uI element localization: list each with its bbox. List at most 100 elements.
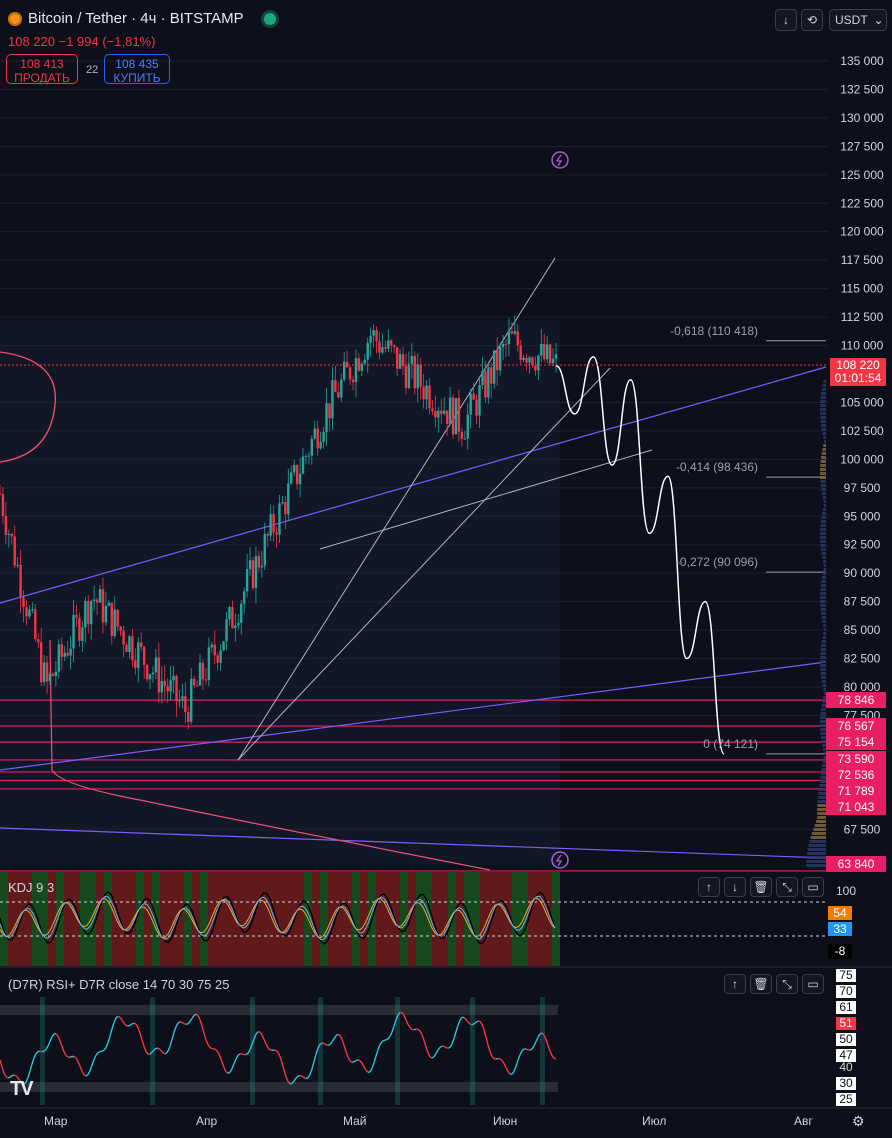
flash-icon-bottom[interactable]	[551, 851, 569, 869]
candle-body	[410, 356, 414, 364]
candle-body	[463, 438, 467, 440]
kdj-background-band	[128, 872, 136, 966]
price-tick-label: 125 000	[840, 168, 884, 182]
price-tick-label: 105 000	[840, 395, 884, 409]
buy-label: КУПИТЬ	[113, 71, 161, 85]
rsi-line-segment	[43, 1048, 47, 1052]
candle-body	[178, 700, 181, 702]
rsi-line-segment	[197, 1015, 201, 1021]
kdj-background-band	[8, 872, 16, 966]
rsi-line-segment	[387, 1035, 391, 1040]
candle-body	[304, 455, 308, 457]
rsi-line-segment	[393, 1019, 397, 1027]
rsi-line-segment	[87, 1070, 91, 1075]
candle-body	[125, 644, 128, 652]
download-button[interactable]: ↓	[775, 9, 797, 31]
rsi-line-segment	[417, 1028, 421, 1032]
rsi-maximize-button[interactable]: ▭	[802, 974, 824, 994]
rsi-line-segment	[547, 1045, 551, 1052]
tradingview-logo[interactable]: TV	[10, 1078, 34, 1100]
candle-body	[454, 398, 458, 435]
symbol-header[interactable]: Bitcoin / Tether · 4ч · BITSTAMP	[8, 10, 276, 27]
settings-gear-icon[interactable]: ⚙	[852, 1113, 865, 1129]
rsi-line-segment	[111, 1022, 115, 1030]
volume-profile-bar	[820, 472, 826, 475]
kdj-background-band	[472, 872, 480, 966]
kdj-title[interactable]: KDJ 9 3	[8, 880, 55, 895]
rsi-line-segment	[131, 1022, 135, 1025]
rsi-line-segment	[325, 1044, 329, 1046]
ellipse-drawing	[0, 351, 56, 463]
rsi-delete-button[interactable]: 🗑	[750, 974, 772, 994]
currency-select[interactable]: USDT ⌄	[829, 9, 887, 31]
volume-profile-bar	[823, 436, 826, 439]
flash-icon[interactable]	[551, 151, 569, 169]
rsi-line-segment	[107, 1035, 111, 1043]
rsi-move-up-button[interactable]: ↑	[724, 974, 746, 994]
volume-profile-bar	[820, 532, 826, 535]
rsi-line-segment	[151, 1049, 155, 1053]
current-price-value: 108 220	[836, 358, 880, 372]
kdj-badge-k: 33	[828, 922, 852, 936]
rsi-line-segment	[17, 1077, 21, 1082]
forecast-path[interactable]	[555, 356, 725, 755]
volume-profile-bar	[820, 656, 826, 659]
rsi-line-segment	[463, 1016, 467, 1020]
price-tick-label: 100 000	[840, 452, 884, 466]
candle-body	[416, 364, 419, 389]
rsi-line-segment	[191, 1015, 195, 1019]
rsi-line-segment	[471, 1023, 475, 1026]
kdj-background-band	[64, 872, 72, 966]
rsi-collapse-button[interactable]: ⤡	[776, 974, 798, 994]
candle-body	[192, 678, 196, 686]
candle-body	[372, 330, 375, 336]
rsi-line-segment	[483, 1029, 487, 1038]
trend-lines[interactable]	[0, 257, 827, 871]
candle-body	[475, 399, 478, 416]
level-tag: 76 567	[826, 718, 886, 734]
rsi-line-segment	[69, 1055, 73, 1058]
delete-button[interactable]: 🗑	[750, 877, 772, 897]
candle-body	[548, 344, 552, 364]
rsi-line-segment	[403, 1015, 407, 1021]
rsi-line-segment	[553, 1057, 557, 1060]
rsi-line-segment	[105, 1042, 109, 1048]
rsi-line-segment	[457, 1019, 461, 1026]
collapse-button[interactable]: ⤡	[776, 877, 798, 897]
move-up-button[interactable]: ↑	[698, 877, 720, 897]
rsi-line-segment	[145, 1051, 149, 1055]
candle-body	[275, 532, 278, 535]
fib-extension[interactable]: -0,618 (110 418) -0,414 (98 436) -0,272 (9…	[670, 324, 826, 755]
rsi-line-segment	[189, 1017, 193, 1022]
volume-profile-bar	[823, 688, 826, 691]
rsi-line-segment	[481, 1024, 485, 1031]
candle-body	[445, 410, 449, 424]
rsi-line-segment	[303, 1077, 307, 1080]
rsi-line-segment	[369, 1068, 373, 1073]
replay-button[interactable]: ⟲	[801, 9, 823, 31]
rsi-title[interactable]: (D7R) RSI+ D7R close 14 70 30 75 25	[8, 977, 230, 992]
volume-profile-bar	[816, 820, 826, 823]
candle-body	[89, 601, 93, 625]
candle-body	[510, 331, 514, 334]
volume-profile-bar	[806, 864, 826, 867]
purple-trendline	[0, 366, 827, 604]
buy-button[interactable]: 108 435 КУПИТЬ	[104, 54, 170, 85]
maximize-button[interactable]: ▭	[802, 877, 824, 897]
rsi-line-segment	[475, 1020, 479, 1023]
kdj-axis-100: 100	[836, 884, 857, 898]
move-down-button[interactable]: ↓	[724, 877, 746, 897]
rsi-line-segment	[363, 1066, 367, 1071]
rsi-line-segment	[281, 1062, 285, 1071]
volume-profile-bar	[822, 560, 826, 563]
volume-profile-bar	[822, 512, 826, 515]
rsi-line-segment	[371, 1062, 375, 1069]
kdj-background-band	[176, 872, 184, 966]
volume-profile-bar	[821, 456, 826, 459]
candle-body	[157, 657, 161, 693]
rsi-line-segment	[319, 1042, 323, 1045]
sell-button[interactable]: 108 413 ПРОДАТЬ	[6, 54, 78, 85]
volume-profile-bar	[822, 572, 826, 575]
rsi-line-segment	[227, 1071, 231, 1074]
